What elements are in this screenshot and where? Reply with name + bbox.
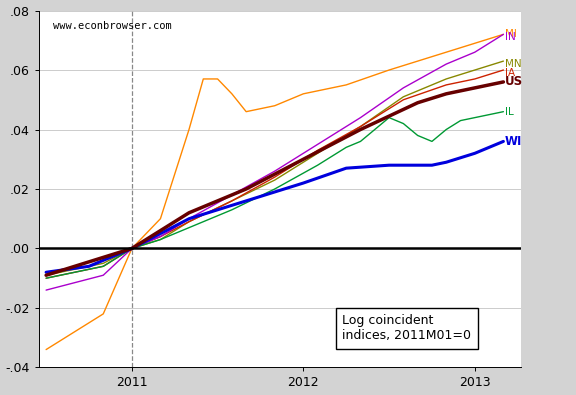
Text: www.econbrowser.com: www.econbrowser.com <box>54 21 172 31</box>
Text: Log coincident
indices, 2011M01=0: Log coincident indices, 2011M01=0 <box>342 314 471 342</box>
Text: IL: IL <box>505 107 514 117</box>
Text: WI: WI <box>505 135 522 148</box>
Text: MI: MI <box>505 29 517 40</box>
Text: MN: MN <box>505 59 522 69</box>
Text: IN: IN <box>505 32 516 42</box>
Text: US: US <box>505 75 523 88</box>
Text: IA: IA <box>505 68 516 78</box>
